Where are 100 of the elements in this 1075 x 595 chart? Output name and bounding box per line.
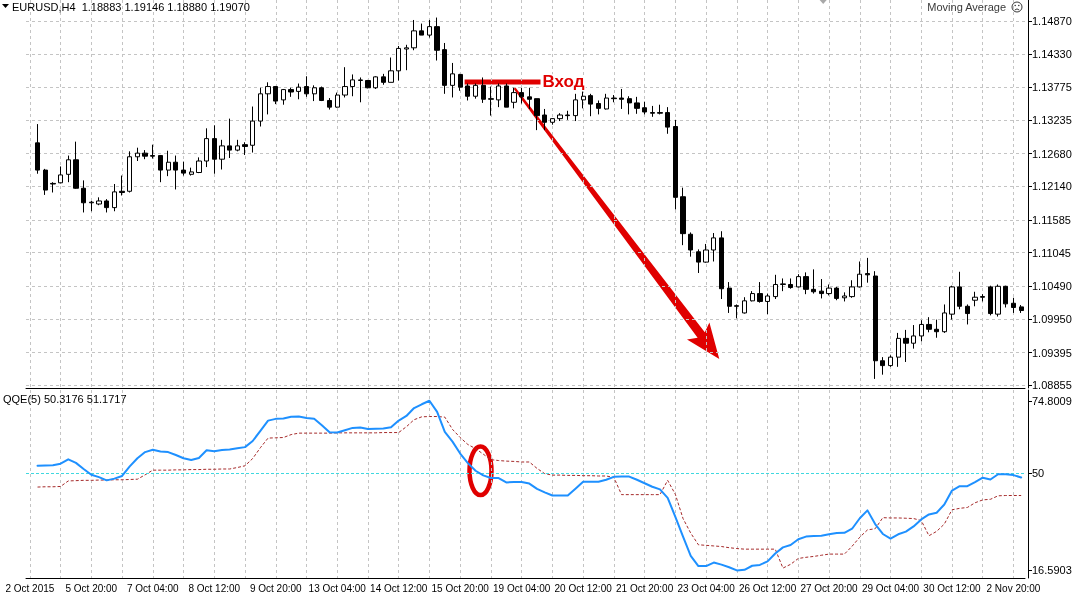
candlestick [189,167,194,177]
y-tick-label: 1.08855 [1032,379,1072,392]
candlestick [442,42,447,95]
candlestick [127,150,132,193]
candlestick [888,354,893,368]
candlestick [204,127,209,168]
candlestick [481,76,486,104]
x-tick-label: 13 Oct 04:00 [308,582,367,594]
candlestick [427,19,432,39]
candlestick [388,57,394,83]
y-tick-label: 1.10490 [1032,280,1072,293]
candlestick [719,230,724,300]
candlestick [350,73,355,97]
candlestick [842,291,847,302]
candlestick [581,89,586,109]
candlestick [281,88,286,106]
candlestick [742,296,747,315]
candlestick [450,62,455,98]
candlestick [227,118,232,159]
candlestick [150,144,155,160]
candlestick [66,155,71,183]
candlestick [235,139,240,152]
candlestick [765,293,770,315]
candlestick [381,73,386,86]
candlestick [949,285,955,321]
candlestick [565,110,570,121]
chart-title: EURUSD,H4 1.18883 1.19146 1.18880 1.19070 [12,0,250,13]
candlestick [473,83,478,100]
candlestick [365,79,371,89]
candlestick [504,83,509,108]
x-tick-label: 27 Oct 20:00 [800,582,859,594]
candlestick [657,104,663,115]
x-tick-label: 5 Oct 20:00 [65,582,118,594]
candlestick [942,303,947,334]
candlestick [312,84,317,102]
candlestick [826,283,832,296]
candlestick [727,281,732,314]
candlestick [181,161,186,177]
x-tick-label: 20 Oct 12:00 [554,582,613,594]
candlestick [634,96,640,115]
candlestick [342,66,348,98]
candlestick [73,141,79,190]
candlestick [757,281,763,304]
candlestick [304,75,309,98]
candlestick [934,319,939,339]
candlestick [335,92,340,109]
candlestick [811,268,816,295]
candlestick [166,150,171,177]
candlestick [596,99,601,115]
y-tick-label: 1.12140 [1032,180,1072,193]
candlestick [89,200,94,212]
candlestick [849,279,855,299]
candlestick [527,87,532,110]
y-tick-label: 1.09950 [1032,313,1072,325]
candlestick [972,291,978,307]
candlestick [288,87,294,98]
candlestick [81,179,86,213]
candlestick [703,243,709,264]
y-tick-label: 1.11585 [1032,214,1071,227]
candlestick [980,293,985,302]
candlestick [465,83,470,101]
candlestick [104,198,109,213]
x-tick-label: 21 Oct 20:00 [615,582,674,594]
candlestick [926,316,932,333]
candlestick [212,124,217,175]
candlestick [796,273,801,289]
candlestick [611,94,617,103]
x-tick-label: 29 Oct 04:00 [861,582,920,594]
candlestick [434,17,440,62]
y-tick-label: 1.11045 [1032,246,1071,259]
y-tick-label: 1.13775 [1032,81,1072,94]
candlestick [196,156,202,174]
candlestick [957,271,962,310]
candlestick [358,76,363,103]
candlestick [319,86,324,102]
candlestick [396,45,401,82]
candlestick [880,356,885,376]
candlestick [458,73,463,92]
candlestick [542,108,547,131]
candlestick [819,278,824,299]
candlestick [296,83,301,100]
candlestick [834,286,839,301]
x-tick-label: 2 Nov 20:00 [986,582,1041,594]
y-tick-label: 1.12680 [1032,147,1072,160]
x-tick-label: 26 Oct 12:00 [738,582,797,594]
candlestick [627,95,632,115]
candlestick [265,81,271,115]
candlestick [219,139,225,170]
candlestick [911,324,916,350]
candlestick [419,23,424,36]
candlestick [250,106,255,154]
candlestick [411,19,417,51]
candlestick [665,106,670,135]
candlestick [273,85,278,105]
candlestick [242,141,248,156]
candlestick [119,175,125,197]
x-tick-label: 2 Oct 2015 [5,582,55,594]
candlestick [96,196,102,206]
candlestick [780,277,786,292]
candlestick [650,105,655,118]
